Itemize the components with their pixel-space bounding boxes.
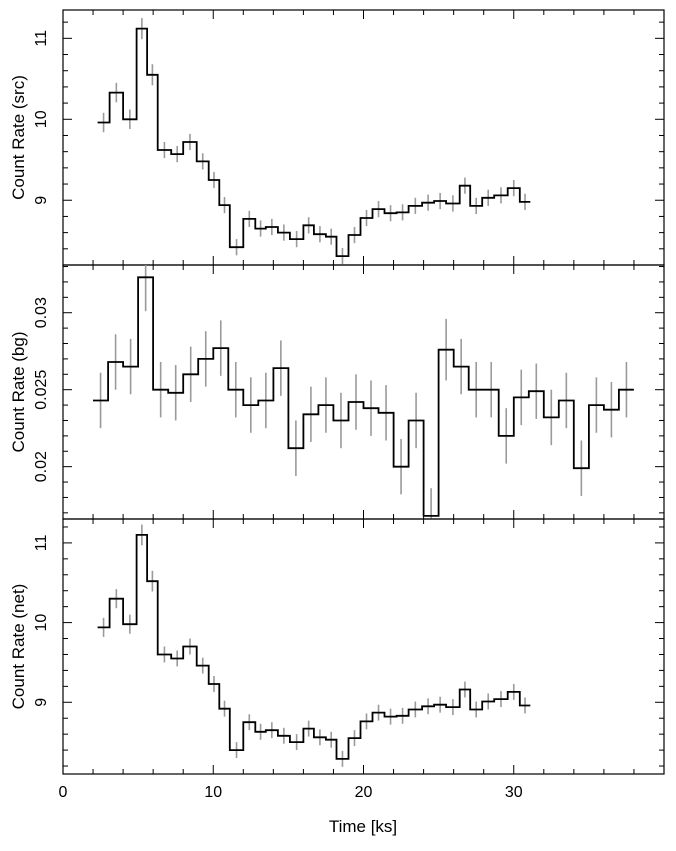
y-tick-label: 9 [33, 196, 50, 205]
y-axis-label: Count Rate (net) [9, 584, 28, 710]
y-axis-label: Count Rate (bg) [9, 332, 28, 453]
y-tick-label: 9 [33, 698, 50, 707]
light-curve-series [97, 27, 531, 257]
light-curve-series [93, 276, 634, 517]
panel-net: 9 10 11 Count Rate (net) 0 10 20 30 [9, 518, 665, 801]
plot-frame [62, 518, 665, 775]
y-tick-label: 0.02 [33, 451, 50, 482]
panel-bg: 0.02 0.025 0.03 Count Rate (bg) [9, 264, 665, 520]
y-tick-label: 0.025 [33, 370, 50, 410]
y-tick-label: 11 [33, 30, 50, 47]
x-tick-label: 30 [505, 784, 523, 801]
light-curve-series [97, 534, 531, 760]
x-axis-label: Time [ks] [329, 817, 397, 836]
y-tick-label: 10 [33, 614, 50, 632]
x-tick-label: 0 [59, 784, 68, 801]
plot-frame [62, 9, 665, 266]
x-tick-label: 10 [204, 784, 222, 801]
x-tick-label: 20 [355, 784, 373, 801]
y-tick-label: 10 [33, 110, 50, 128]
y-tick-label: 11 [33, 535, 50, 552]
y-tick-label: 0.03 [33, 297, 50, 328]
y-axis-label: Count Rate (src) [9, 75, 28, 200]
panel-src: 9 10 11 Count Rate (src) [9, 9, 665, 266]
